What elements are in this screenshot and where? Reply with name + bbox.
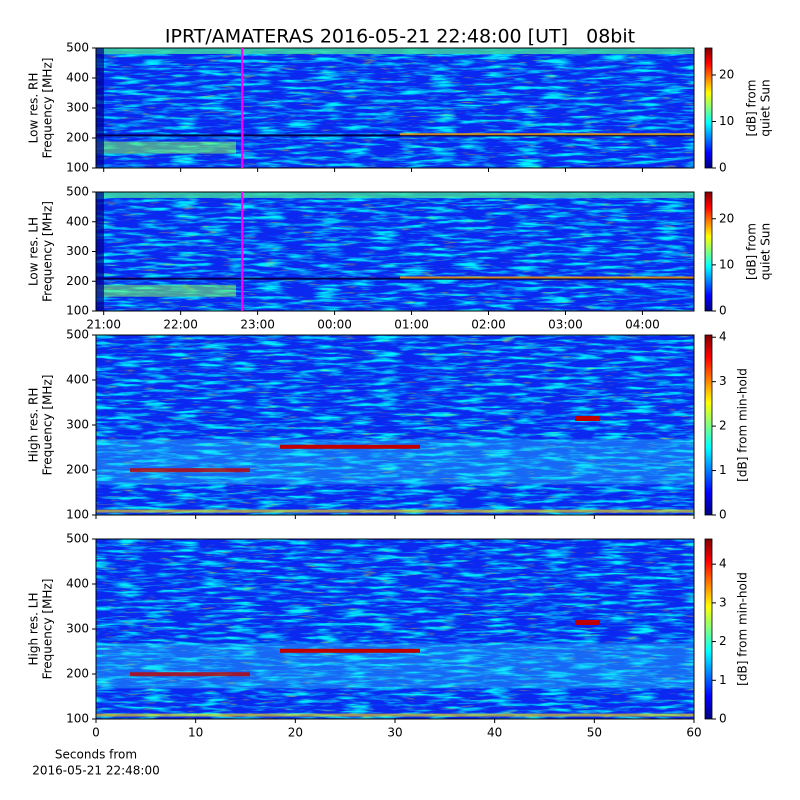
x-tick-label: 04:00 [625, 318, 660, 332]
x-axis-label: Seconds from [55, 748, 137, 762]
y-tick-label: 300 [66, 418, 89, 432]
y-tick-label: 300 [66, 244, 89, 258]
colorbar-tick-label: 1 [719, 673, 727, 687]
x-tick-label: 03:00 [548, 318, 583, 332]
colorbar-tick-label: 4 [719, 330, 727, 344]
x-tick-label: 50 [587, 726, 602, 740]
x-tick-label: 02:00 [471, 318, 506, 332]
x-tick-label: 23:00 [240, 318, 275, 332]
y-axis-label: High res. RH [27, 388, 41, 463]
band [400, 276, 694, 279]
colorbar-label: [dB] from min-hold [736, 572, 750, 686]
y-tick-label: 200 [66, 667, 89, 681]
spectrogram-noise-hot [96, 539, 694, 719]
y-axis-label: High res. LH [27, 592, 41, 665]
colorbar-tick-label: 3 [719, 374, 727, 388]
x-axis-label: 2016-05-21 22:48:00 [32, 764, 159, 778]
band [575, 620, 600, 625]
y-tick-label: 400 [66, 214, 89, 228]
colorbar-tick-label: 10 [719, 257, 734, 271]
y-tick-label: 300 [66, 622, 89, 636]
y-axis-label: Frequency [MHz] [41, 579, 55, 680]
band [130, 468, 250, 473]
y-tick-label: 100 [66, 304, 89, 318]
x-tick-label: 30 [387, 726, 402, 740]
colorbar-tick-label: 3 [719, 595, 727, 609]
band [96, 48, 104, 168]
colorbar-tick-label: 2 [719, 419, 727, 433]
colorbar-tick-label: 0 [719, 508, 727, 522]
band [96, 192, 694, 198]
colorbar-tick-label: 10 [719, 114, 734, 128]
colorbar-label: quiet Sun [759, 223, 773, 280]
y-tick-label: 300 [66, 101, 89, 115]
x-tick-label: 0 [92, 726, 100, 740]
colorbar [704, 191, 713, 312]
band [96, 509, 694, 513]
band [130, 672, 250, 677]
spectrogram-noise-hot [96, 335, 694, 515]
colorbar-tick-label: 20 [719, 67, 734, 81]
spectrogram-image [96, 539, 694, 719]
colorbar-label: quiet Sun [759, 79, 773, 136]
band [96, 141, 236, 154]
colorbar-tick-label: 0 [719, 161, 727, 175]
y-tick-label: 200 [66, 131, 89, 145]
y-tick-label: 100 [66, 712, 89, 726]
band [96, 713, 694, 717]
y-axis-label: Low res. RH [27, 73, 41, 144]
y-tick-label: 200 [66, 463, 89, 477]
band [96, 48, 694, 54]
x-tick-label: 60 [686, 726, 701, 740]
spectrogram-image [96, 48, 694, 168]
colorbar-tick-label: 2 [719, 634, 727, 648]
y-tick-label: 500 [66, 532, 89, 546]
colorbar-label: [dB] from [745, 223, 759, 280]
x-tick-label: 20 [288, 726, 303, 740]
colorbar-tick-label: 4 [719, 557, 727, 571]
spectrogram-image [96, 335, 694, 515]
y-tick-label: 400 [66, 373, 89, 387]
colorbar-label: [dB] from min-hold [736, 368, 750, 482]
y-tick-label: 500 [66, 328, 89, 342]
y-axis-label: Frequency [MHz] [41, 58, 55, 159]
y-tick-label: 500 [66, 41, 89, 55]
band [575, 416, 600, 421]
band [280, 648, 420, 653]
colorbar [704, 538, 713, 720]
colorbar-tick-label: 0 [719, 304, 727, 318]
x-tick-label: 10 [188, 726, 203, 740]
figure-title: IPRT/AMATERAS 2016-05-21 22:48:00 [UT] 0… [165, 26, 635, 48]
colorbar-tick-label: 1 [719, 463, 727, 477]
band [96, 284, 236, 297]
y-tick-label: 500 [66, 185, 89, 199]
y-axis-label: Frequency [MHz] [41, 375, 55, 476]
y-axis-label: Frequency [MHz] [41, 201, 55, 302]
colorbar-tick-label: 20 [719, 211, 734, 225]
x-tick-label: 40 [487, 726, 502, 740]
band [400, 133, 694, 136]
x-tick-label: 00:00 [317, 318, 352, 332]
colorbar [704, 47, 713, 169]
band [96, 192, 104, 311]
y-tick-label: 400 [66, 577, 89, 591]
y-tick-label: 100 [66, 508, 89, 522]
band [96, 277, 694, 280]
band [96, 134, 694, 137]
y-tick-label: 200 [66, 274, 89, 288]
x-tick-label: 22:00 [163, 318, 198, 332]
x-tick-label: 01:00 [394, 318, 429, 332]
colorbar-tick-label: 0 [719, 712, 727, 726]
colorbar-label: [dB] from [745, 80, 759, 137]
x-tick-label: 21:00 [86, 318, 121, 332]
y-tick-label: 400 [66, 71, 89, 85]
y-axis-label: Low res. LH [27, 217, 41, 286]
y-tick-label: 100 [66, 161, 89, 175]
band [280, 444, 420, 449]
spectrogram-image [96, 192, 694, 311]
colorbar [704, 334, 713, 516]
